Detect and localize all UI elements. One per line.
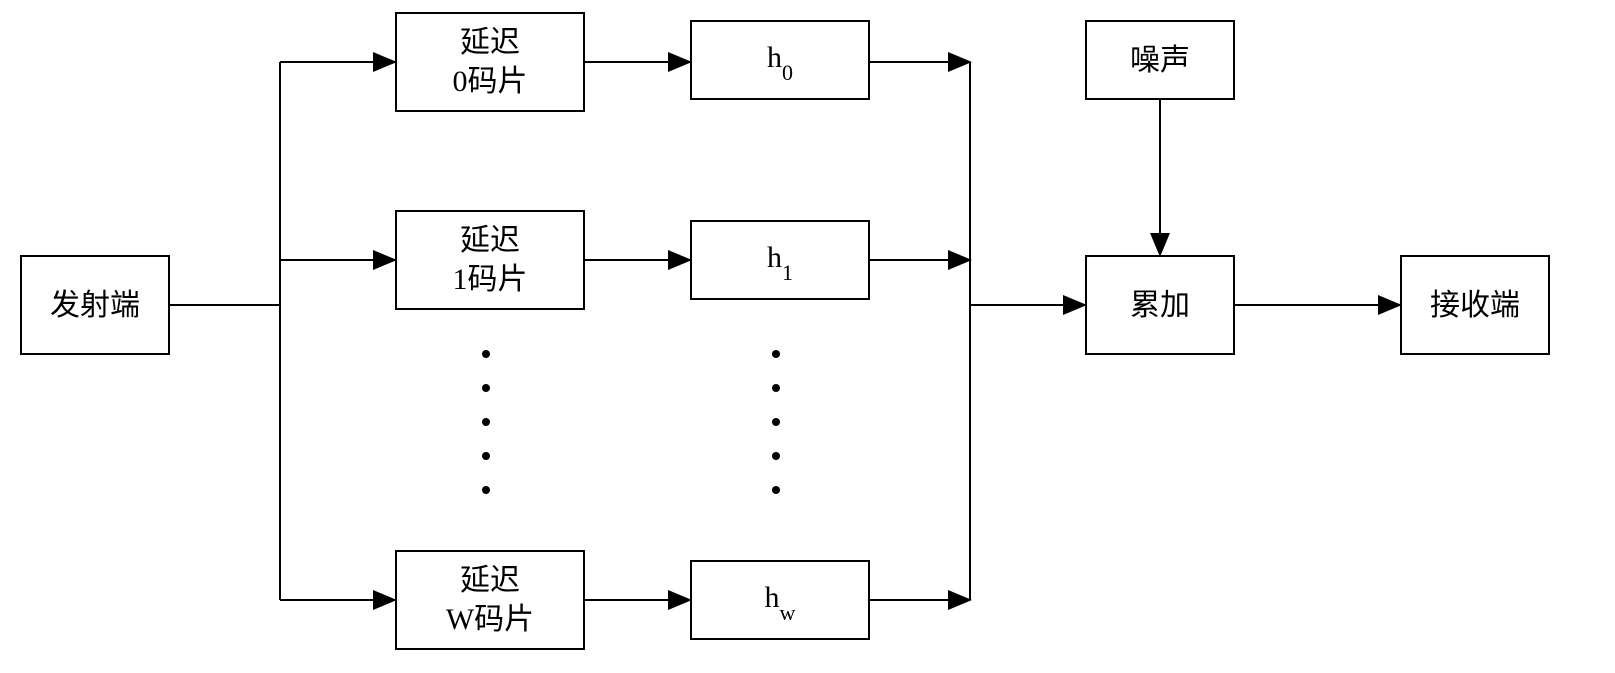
dot — [482, 486, 490, 494]
ellipsis-dots-col2 — [772, 350, 780, 494]
dot — [482, 418, 490, 426]
delay1-node: 延迟 1码片 — [395, 210, 585, 310]
delay1-line1: 延迟 — [460, 221, 520, 260]
accumulate-label: 累加 — [1130, 286, 1190, 325]
noise-label: 噪声 — [1130, 41, 1190, 80]
h1-node: h1 — [690, 220, 870, 300]
dot — [482, 350, 490, 358]
delayW-node: 延迟 W码片 — [395, 550, 585, 650]
dot — [482, 384, 490, 392]
ellipsis-dots-col1 — [482, 350, 490, 494]
transmitter-node: 发射端 — [20, 255, 170, 355]
delay1-line2: 1码片 — [453, 260, 528, 299]
receiver-node: 接收端 — [1400, 255, 1550, 355]
delay0-line2: 0码片 — [453, 62, 528, 101]
dot — [772, 350, 780, 358]
delayW-line2: W码片 — [446, 600, 534, 639]
h0-node: h0 — [690, 20, 870, 100]
dot — [772, 486, 780, 494]
transmitter-label: 发射端 — [50, 286, 140, 325]
receiver-label: 接收端 — [1430, 286, 1520, 325]
dot — [772, 452, 780, 460]
hw-label: hw — [765, 578, 796, 622]
h1-label: h1 — [767, 238, 793, 282]
accumulate-node: 累加 — [1085, 255, 1235, 355]
delay0-line1: 延迟 — [460, 23, 520, 62]
dot — [772, 384, 780, 392]
delayW-line1: 延迟 — [460, 561, 520, 600]
dot — [772, 418, 780, 426]
dot — [482, 452, 490, 460]
delay0-node: 延迟 0码片 — [395, 12, 585, 112]
hw-node: hw — [690, 560, 870, 640]
noise-node: 噪声 — [1085, 20, 1235, 100]
h0-label: h0 — [767, 38, 793, 82]
